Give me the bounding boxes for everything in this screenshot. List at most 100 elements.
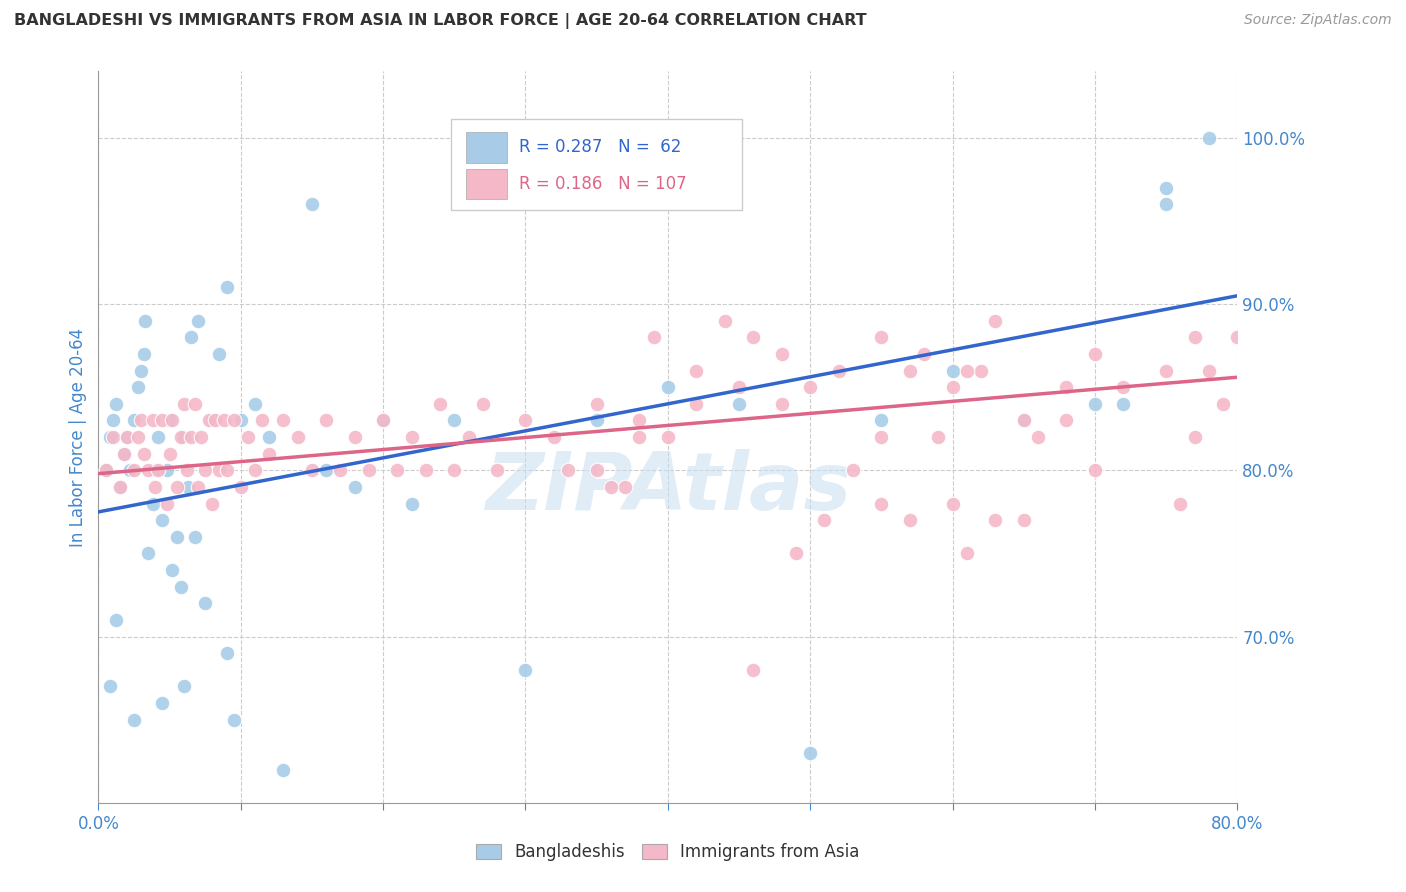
Point [714, 314, 737, 328]
Point [173, 397, 195, 411]
Point [585, 413, 607, 427]
Point [118, 463, 141, 477]
Point [208, 347, 231, 361]
Point [685, 363, 707, 377]
Point [657, 380, 679, 394]
Point [180, 430, 202, 444]
Point [842, 463, 865, 477]
Point [1154, 363, 1177, 377]
Point [543, 430, 565, 444]
Point [222, 413, 245, 427]
Point [770, 397, 793, 411]
Point [685, 397, 707, 411]
Point [728, 397, 751, 411]
Point [443, 463, 465, 477]
Point [912, 347, 935, 361]
Point [176, 463, 198, 477]
Point [156, 497, 179, 511]
Point [799, 746, 821, 760]
Point [162, 563, 184, 577]
Point [98, 430, 121, 444]
Point [443, 413, 465, 427]
Point [273, 763, 295, 777]
Point [942, 363, 965, 377]
Point [429, 397, 451, 411]
Point [870, 330, 893, 344]
Point [243, 397, 266, 411]
Point [898, 363, 921, 377]
Point [166, 530, 188, 544]
Point [212, 413, 235, 427]
Point [1084, 397, 1107, 411]
Point [315, 413, 337, 427]
Point [828, 363, 851, 377]
Point [215, 280, 238, 294]
Y-axis label: In Labor Force | Age 20-64: In Labor Force | Age 20-64 [69, 327, 87, 547]
Point [190, 430, 212, 444]
Point [229, 413, 252, 427]
Point [259, 447, 281, 461]
Point [156, 463, 179, 477]
Point [557, 463, 579, 477]
Point [166, 480, 188, 494]
Point [1084, 347, 1107, 361]
Point [401, 497, 423, 511]
Point [329, 463, 352, 477]
Point [132, 347, 155, 361]
FancyBboxPatch shape [467, 132, 508, 163]
Point [343, 480, 366, 494]
Point [927, 430, 949, 444]
Point [956, 546, 979, 560]
Point [373, 413, 395, 427]
Point [177, 480, 200, 494]
Point [343, 430, 366, 444]
Point [198, 413, 221, 427]
Point [785, 546, 807, 560]
Point [215, 646, 238, 660]
Point [170, 580, 193, 594]
Point [204, 413, 226, 427]
Point [585, 463, 607, 477]
Point [122, 413, 145, 427]
Point [1012, 513, 1035, 527]
Point [1154, 197, 1177, 211]
Point [94, 463, 117, 477]
Point [1012, 413, 1035, 427]
Point [1170, 497, 1192, 511]
Point [194, 596, 217, 610]
Point [898, 513, 921, 527]
Point [136, 546, 159, 560]
Point [250, 413, 273, 427]
Point [243, 463, 266, 477]
Text: R = 0.287   N =  62: R = 0.287 N = 62 [519, 138, 681, 156]
Point [148, 463, 170, 477]
Point [742, 663, 765, 677]
Point [159, 447, 181, 461]
Point [173, 430, 195, 444]
Point [127, 430, 149, 444]
FancyBboxPatch shape [467, 169, 508, 200]
Point [201, 497, 224, 511]
Point [415, 463, 437, 477]
Point [173, 680, 195, 694]
Point [236, 430, 259, 444]
Text: R = 0.186   N = 107: R = 0.186 N = 107 [519, 175, 686, 193]
Point [515, 413, 537, 427]
Point [152, 413, 174, 427]
Point [159, 413, 181, 427]
Point [301, 197, 323, 211]
Point [98, 680, 121, 694]
Point [742, 330, 765, 344]
Point [870, 497, 893, 511]
Point [942, 380, 965, 394]
Point [122, 463, 145, 477]
Point [101, 413, 124, 427]
Point [132, 447, 155, 461]
Point [515, 663, 537, 677]
Point [148, 430, 170, 444]
Point [970, 363, 993, 377]
Point [799, 380, 821, 394]
Text: ZIPAtlas: ZIPAtlas [485, 450, 851, 527]
Point [287, 430, 309, 444]
Point [1226, 330, 1249, 344]
